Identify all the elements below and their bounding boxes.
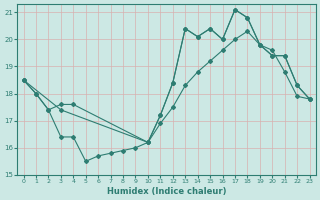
- X-axis label: Humidex (Indice chaleur): Humidex (Indice chaleur): [107, 187, 226, 196]
